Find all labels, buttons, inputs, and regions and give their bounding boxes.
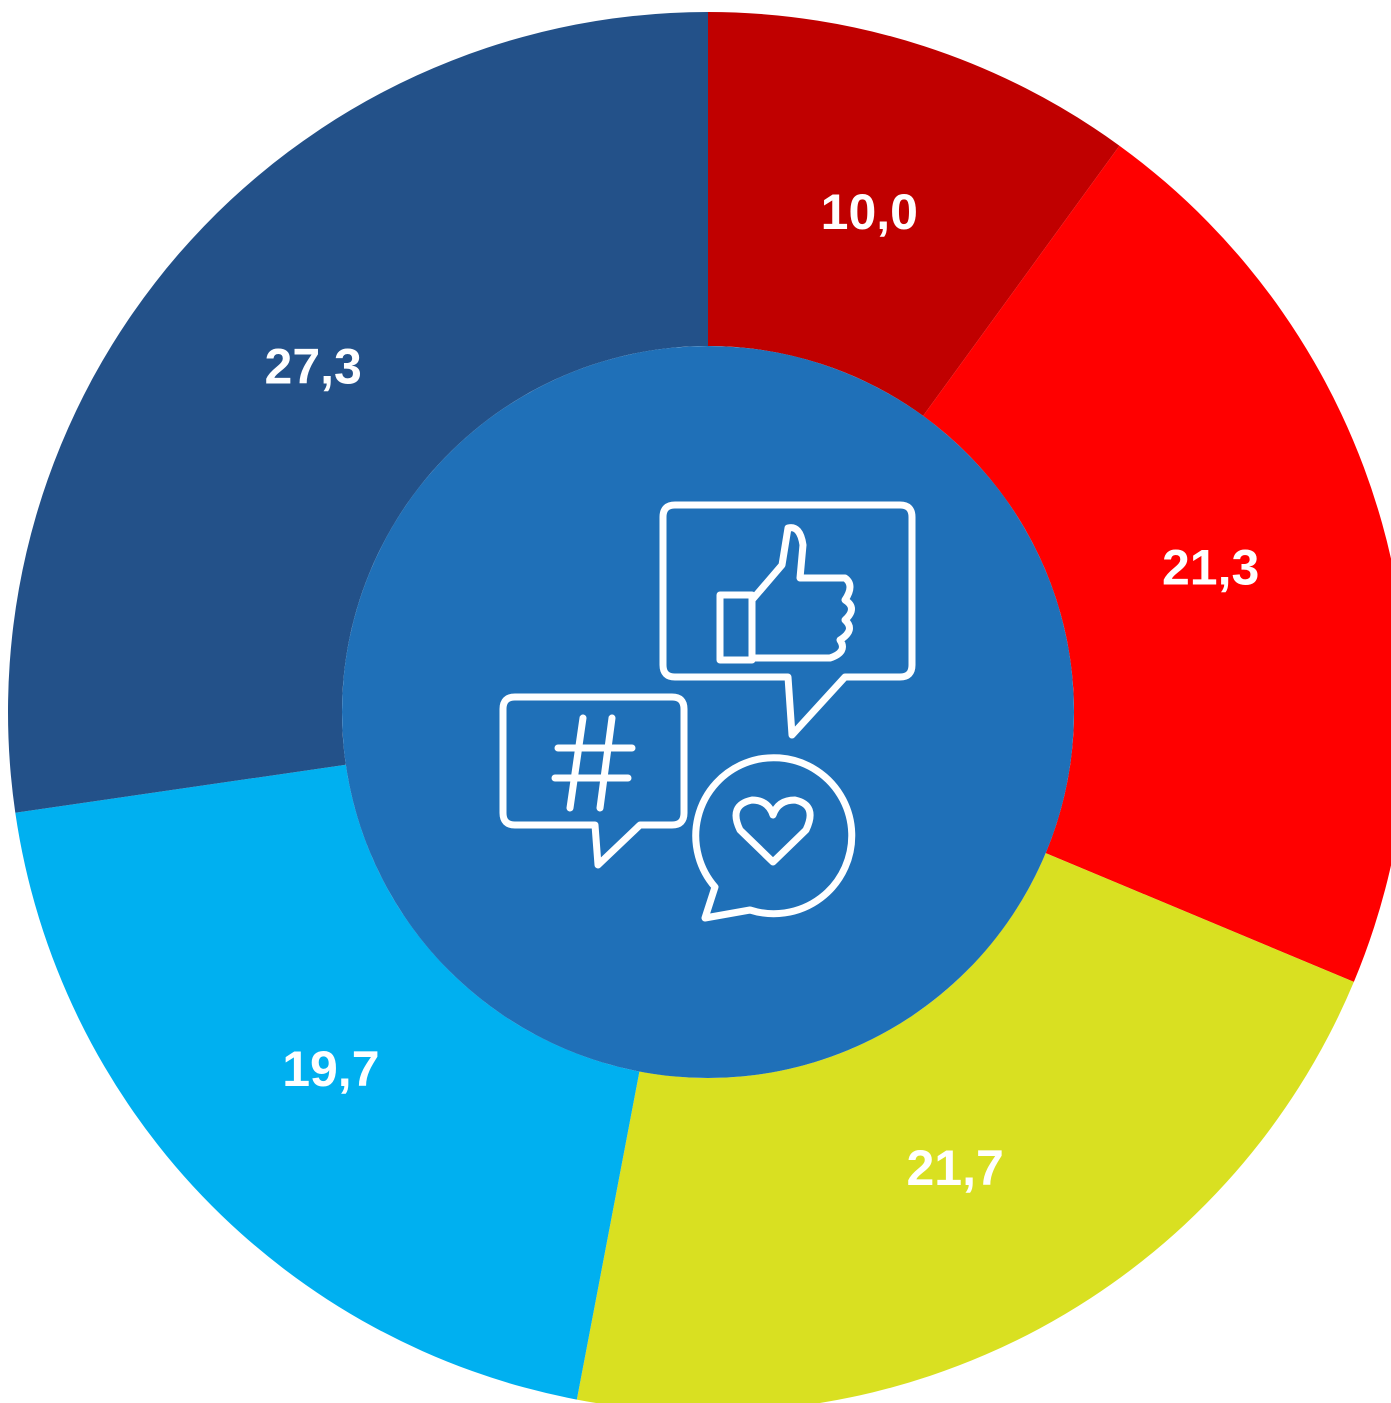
hash-sign — [551, 714, 636, 812]
donut-segment — [576, 853, 1354, 1403]
value-label: 19,7 — [282, 1041, 379, 1097]
donut-segment — [8, 12, 709, 813]
heart-bubble — [692, 754, 856, 922]
like-bubble — [659, 501, 916, 739]
value-label: 21,3 — [1162, 539, 1259, 595]
social-icon — [499, 501, 916, 922]
hash-bubble — [499, 693, 688, 869]
donut-segment — [708, 12, 1120, 416]
value-label: 21,7 — [906, 1140, 1003, 1196]
donut-segment — [15, 764, 640, 1400]
value-label: 27,3 — [265, 339, 362, 395]
thumb — [716, 524, 855, 664]
center-circle — [342, 346, 1074, 1078]
segments — [8, 12, 1391, 1403]
heart — [732, 796, 814, 866]
donut-segment — [923, 145, 1391, 982]
value-label: 10,0 — [821, 184, 918, 240]
